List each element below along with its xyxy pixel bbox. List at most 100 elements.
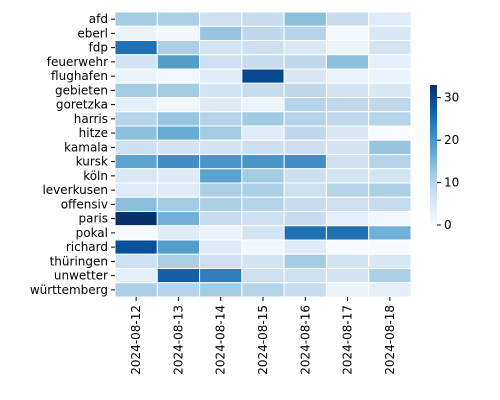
heatmap-cell [283, 182, 327, 198]
heatmap-cell [114, 196, 158, 212]
heatmap-cell [199, 11, 243, 27]
heatmap-cell [156, 68, 201, 84]
heatmap-cell [114, 111, 158, 127]
y-tick-label: goretzka [56, 98, 108, 112]
heatmap-cell [241, 211, 285, 227]
heatmap-cell [241, 11, 285, 27]
heatmap-cell [199, 68, 243, 84]
x-tick-label: 2024-08-16 [298, 305, 312, 375]
heatmap-cell [368, 196, 412, 212]
x-tick-label: 2024-08-15 [256, 305, 270, 375]
heatmap-cell [368, 168, 412, 184]
colorbar: 0 10 20 30 [430, 85, 459, 232]
heatmap-cell [156, 282, 201, 298]
heatmap-cell [114, 253, 158, 269]
heatmap-cell [199, 182, 243, 198]
y-tick-labels: afdeberlfdpfeuerwehrflughafengebietengor… [30, 12, 115, 297]
y-tick-label: afd [89, 12, 108, 26]
y-tick-label: offensiv [61, 197, 108, 211]
y-tick-label: harris [74, 112, 108, 126]
heatmap-cell [199, 25, 243, 41]
heatmap-cell [368, 11, 412, 27]
heatmap-cell [283, 211, 327, 227]
colorbar-tick-label: 0 [444, 218, 452, 232]
heatmap-cell [156, 82, 201, 98]
heatmap-cell [325, 268, 370, 284]
heatmap-cell [241, 40, 285, 56]
heatmap-cell [325, 11, 370, 27]
y-tick-label: flughafen [51, 69, 108, 83]
heatmap-cell [283, 97, 327, 113]
heatmap-cell [368, 68, 412, 84]
heatmap-cell [325, 196, 370, 212]
heatmap-cell [199, 168, 243, 184]
heatmap-cell [156, 97, 201, 113]
heatmap-cell [114, 182, 158, 198]
heatmap-cell [283, 225, 327, 241]
heatmap-cell [368, 97, 412, 113]
x-tick-label: 2024-08-18 [383, 305, 397, 375]
heatmap-cell [156, 154, 201, 170]
heatmap-cell [325, 139, 370, 155]
heatmap-cell [283, 125, 327, 141]
heatmap-cell [114, 11, 158, 27]
heatmap-cell [156, 268, 201, 284]
heatmap-cell [199, 282, 243, 298]
heatmap-cell [156, 25, 201, 41]
heatmap-cell [325, 40, 370, 56]
heatmap-cell [156, 196, 201, 212]
heatmap-cell [325, 239, 370, 255]
heatmap-cell [241, 54, 285, 70]
heatmap-cell [114, 268, 158, 284]
heatmap-cell [156, 125, 201, 141]
heatmap-cell [156, 111, 201, 127]
heatmap-cell [199, 268, 243, 284]
heatmap-cell [241, 225, 285, 241]
heatmap-cell [368, 268, 412, 284]
heatmap-cell [283, 40, 327, 56]
y-tick-label: pokal [76, 226, 108, 240]
heatmap-cell [325, 125, 370, 141]
heatmap-cells [114, 11, 412, 298]
heatmap-cell [283, 54, 327, 70]
heatmap-cell [283, 82, 327, 98]
heatmap-cell [283, 139, 327, 155]
heatmap-cell [368, 239, 412, 255]
heatmap-cell [156, 225, 201, 241]
heatmap-cell [368, 125, 412, 141]
heatmap-cell [283, 25, 327, 41]
colorbar-tick-label: 10 [444, 176, 459, 190]
heatmap-cell [156, 253, 201, 269]
y-tick-label: kursk [76, 155, 108, 169]
heatmap-cell [241, 97, 285, 113]
heatmap-cell [114, 154, 158, 170]
heatmap-cell [283, 68, 327, 84]
heatmap-cell [283, 268, 327, 284]
heatmap-cell [283, 168, 327, 184]
heatmap-cell [156, 54, 201, 70]
y-tick-label: württemberg [30, 283, 108, 297]
y-tick-label: thüringen [50, 254, 108, 268]
heatmap-cell [199, 40, 243, 56]
heatmap-cell [368, 253, 412, 269]
heatmap-cell [241, 253, 285, 269]
heatmap-cell [241, 82, 285, 98]
heatmap-cell [325, 154, 370, 170]
heatmap-cell [283, 196, 327, 212]
heatmap-cell [156, 168, 201, 184]
heatmap-cell [114, 239, 158, 255]
x-tick-label: 2024-08-17 [341, 305, 355, 375]
y-tick-label: hitze [79, 126, 108, 140]
y-tick-label: paris [79, 212, 109, 226]
heatmap-cell [199, 97, 243, 113]
y-tick-label: leverkusen [42, 183, 108, 197]
heatmap-cell [114, 82, 158, 98]
heatmap-cell [325, 25, 370, 41]
heatmap-cell [156, 239, 201, 255]
heatmap-cell [368, 25, 412, 41]
heatmap-cell [199, 82, 243, 98]
heatmap-cell [156, 11, 201, 27]
heatmap-cell [156, 182, 201, 198]
heatmap-cell [241, 154, 285, 170]
heatmap-cell [114, 40, 158, 56]
